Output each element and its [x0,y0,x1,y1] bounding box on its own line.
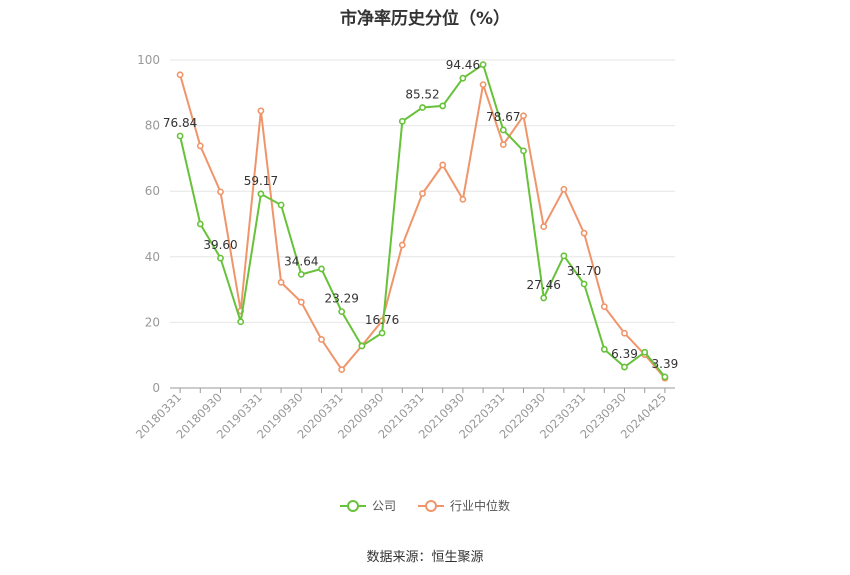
data-point-company [641,348,649,356]
data-point-industry-median [297,298,305,306]
chart-title: 市净率历史分位（%） [339,9,511,29]
legend-line-icon [418,499,444,513]
data-source: 数据来源：恒生聚源 [366,550,484,565]
data-label: 34.64 [284,254,318,268]
data-point-industry-median [499,141,507,149]
legend-label-company: 公司 [371,499,396,513]
data-point-industry-median [398,241,406,249]
data-point-company [338,308,346,316]
data-label: 39.60 [203,238,237,252]
data-point-industry-median [338,366,346,374]
data-point-industry-median [217,188,224,196]
data-point-company [176,132,184,140]
data-point-company [318,265,325,273]
data-point-industry-median [439,161,447,169]
legend: 公司 行业中位数 [0,497,850,514]
data-point-company [217,254,224,262]
data-label: 78.67 [486,110,520,124]
series-line-company [179,63,666,378]
y-tick-label: 80 [145,119,160,133]
data-point-company [661,373,669,381]
data-point-industry-median [479,81,487,88]
data-point-industry-median [196,142,204,150]
data-point-company [277,201,285,209]
data-point-company [600,345,608,353]
data-point-industry-median [520,112,527,120]
data-point-industry-median [176,71,184,79]
data-label: 16.76 [365,313,399,327]
legend-item-company[interactable]: 公司 [339,497,396,514]
data-point-company [378,329,386,337]
data-point-industry-median [277,278,285,286]
data-point-company [196,220,204,228]
data-point-company [398,117,406,125]
data-point-company [358,342,366,350]
data-label: 59.17 [244,174,278,188]
y-tick-label: 100 [137,53,160,67]
data-point-company [520,147,527,155]
data-point-company [419,104,426,111]
data-point-industry-median [459,195,467,203]
data-label: 27.46 [527,278,561,292]
y-tick-label: 40 [145,250,160,264]
data-label: 23.29 [325,292,359,306]
data-point-company [540,294,548,302]
series-line-industry-median [179,74,666,379]
data-point-company [499,126,507,134]
data-point-industry-median [600,303,608,311]
data-label: 94.46 [446,58,480,72]
data-point-industry-median [560,185,568,193]
data-point-industry-median [419,190,426,197]
data-label: 76.84 [163,116,197,130]
legend-item-industry-median[interactable]: 行业中位数 [418,497,510,514]
data-point-industry-median [257,107,265,115]
data-point-company [621,363,628,371]
data-point-company [459,74,467,82]
data-point-company [479,61,487,68]
data-point-company [297,270,305,278]
legend-line-icon [339,499,366,513]
legend-label-industry-median: 行业中位数 [450,499,511,513]
data-label: 85.52 [405,87,439,101]
data-label: 31.70 [567,264,601,278]
data-point-company [237,318,245,326]
data-label: 3.39 [652,357,679,371]
data-point-industry-median [621,329,628,337]
data-point-company [580,280,588,288]
y-tick-label: 0 [152,381,160,395]
data-point-company [257,190,265,198]
y-tick-label: 20 [145,315,160,329]
data-point-company [560,252,568,260]
data-point-industry-median [318,336,325,343]
y-tick-label: 60 [145,184,160,198]
data-label: 6.39 [611,347,638,361]
data-point-industry-median [540,223,548,231]
data-point-industry-median [580,229,588,237]
data-point-company [439,102,447,110]
